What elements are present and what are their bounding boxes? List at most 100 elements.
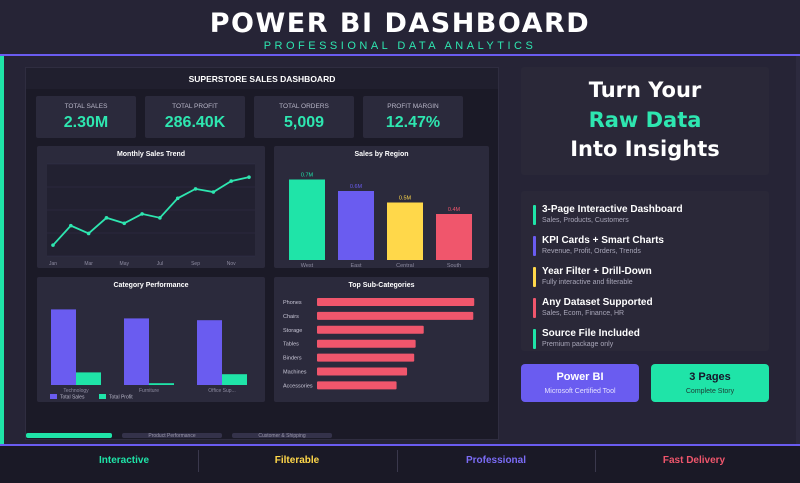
feature-accent	[533, 298, 536, 318]
feature-title: Any Dataset Supported	[542, 297, 653, 308]
legend-label: Total Sales	[60, 395, 85, 401]
x-tick-label: South	[447, 263, 461, 268]
tab-customer-shipping[interactable]	[232, 433, 332, 438]
x-tick-label: Central	[396, 263, 414, 268]
bar	[317, 339, 416, 348]
feature-list: 3-Page Interactive Dashboard Sales, Prod…	[521, 191, 769, 351]
data-label: 0.6M	[350, 184, 363, 190]
feature-accent	[533, 236, 536, 256]
power-bi-badge[interactable]: Power BI Microsoft Certified Tool	[521, 364, 639, 402]
bar	[317, 325, 424, 334]
footer-tag-fast-delivery: Fast Delivery	[662, 455, 726, 466]
y-tick-label: Tables	[283, 342, 299, 348]
kpi-label: PROFIT MARGIN	[387, 103, 439, 110]
feature-title: Source File Included	[542, 328, 640, 339]
data-point	[158, 216, 162, 220]
monthly-sales-trend-chart: Jan Mar May Jul Sep Nov	[47, 163, 255, 267]
data-label: 0.5M	[399, 196, 412, 202]
data-point	[122, 221, 127, 226]
tab-label: Customer & Shipping	[258, 433, 306, 439]
bar	[317, 367, 408, 376]
chart-title: Category Performance	[113, 282, 189, 289]
footer-separator	[397, 450, 398, 472]
bar	[149, 383, 174, 385]
bar	[317, 353, 415, 362]
bar	[436, 214, 472, 260]
footer-tag-interactive: Interactive	[98, 455, 150, 466]
data-point	[140, 212, 144, 216]
x-tick-label: Nov	[227, 261, 236, 267]
hero-line-3: Into Insights	[570, 137, 720, 161]
data-point	[104, 216, 109, 220]
bar	[387, 202, 423, 260]
top-sub-categories-panel: Top Sub-Categories Phones Chairs Storage Ta…	[274, 277, 489, 402]
footer-separator	[198, 450, 199, 472]
bar	[197, 320, 222, 385]
sales-by-region-chart: 0.7M West 0.6M East 0.5M Central 0.4M South	[289, 173, 472, 268]
chart-title: Top Sub-Categories	[348, 282, 415, 289]
legend-swatch	[50, 394, 57, 399]
y-tick-label: Binders	[283, 356, 302, 362]
kpi-card-profit-margin: PROFIT MARGIN 12.47%	[363, 96, 463, 138]
badge-title: 3 Pages	[689, 371, 731, 383]
hero-card: Turn Your Raw Data Into Insights	[521, 67, 769, 175]
bar	[124, 318, 149, 385]
feature-subtitle: Sales, Products, Customers	[542, 217, 629, 224]
bar	[222, 374, 247, 385]
feature-subtitle: Sales, Ecom, Finance, HR	[542, 310, 625, 317]
data-label: 0.7M	[301, 173, 314, 179]
x-tick-label: Jul	[157, 261, 163, 267]
kpi-card-total-orders: TOTAL ORDERS 5,009	[254, 96, 354, 138]
y-tick-label: Chairs	[283, 314, 299, 320]
page-subtitle: PROFESSIONAL DATA ANALYTICS	[263, 40, 537, 52]
feature-accent	[533, 329, 536, 349]
kpi-card-total-profit: TOTAL PROFIT 286.40K	[145, 96, 245, 138]
left-accent-bar	[0, 56, 4, 444]
x-tick-label: Jan	[49, 261, 57, 267]
dashboard-preview: SUPERSTORE SALES DASHBOARD TOTAL SALES 2…	[25, 67, 499, 440]
three-pages-badge[interactable]: 3 Pages Complete Story	[651, 364, 769, 402]
y-tick-label: Phones	[283, 300, 302, 306]
kpi-value: 286.40K	[164, 114, 226, 131]
top-sub-categories-chart: Phones Chairs Storage Tables Binders Machines…	[283, 298, 475, 390]
bar	[51, 309, 76, 385]
x-tick-label: Sep	[191, 261, 200, 267]
data-point	[86, 231, 91, 236]
bar	[338, 191, 374, 260]
tab-sales-overview[interactable]	[26, 433, 112, 438]
x-tick-label: Office Sup...	[208, 388, 235, 394]
kpi-value: 12.47%	[385, 114, 441, 131]
data-point	[247, 175, 251, 179]
bar	[76, 372, 101, 385]
badge-title: Power BI	[556, 371, 604, 383]
tab-product-performance[interactable]	[122, 433, 222, 438]
y-tick-label: Machines	[283, 370, 307, 376]
kpi-label: TOTAL PROFIT	[172, 103, 218, 110]
monthly-sales-trend-panel: Monthly Sales Trend Jan Mar May Jul Sep Nov	[37, 146, 265, 268]
kpi-value: 2.30M	[63, 114, 109, 131]
feature-title: KPI Cards + Smart Charts	[542, 235, 664, 246]
series-line	[52, 176, 250, 246]
feature-title: Year Filter + Drill-Down	[542, 266, 652, 277]
data-point	[175, 196, 180, 201]
data-point	[51, 243, 55, 247]
feature-title: 3-Page Interactive Dashboard	[542, 204, 683, 215]
x-tick-label: West	[301, 263, 314, 268]
header-divider	[0, 54, 800, 56]
bar	[289, 179, 325, 260]
data-point	[211, 190, 216, 194]
x-tick-label: May	[120, 261, 130, 267]
x-tick-label: Technology	[63, 388, 89, 394]
data-point	[193, 187, 198, 191]
dashboard-title: SUPERSTORE SALES DASHBOARD	[188, 74, 336, 84]
x-tick-label: Furniture	[139, 388, 159, 394]
footer-separator	[595, 450, 596, 472]
feature-accent	[533, 205, 536, 225]
hero-line-2: Raw Data	[588, 108, 702, 132]
category-performance-chart: Technology Furniture Office Sup... Total Sa…	[50, 309, 247, 401]
category-performance-panel: Category Performance Technology Furniture…	[37, 277, 265, 402]
y-tick-label: Accessories	[283, 383, 313, 389]
bar	[317, 298, 475, 306]
tab-label: Product Performance	[148, 433, 196, 439]
feature-subtitle: Revenue, Profit, Orders, Trends	[542, 248, 641, 255]
